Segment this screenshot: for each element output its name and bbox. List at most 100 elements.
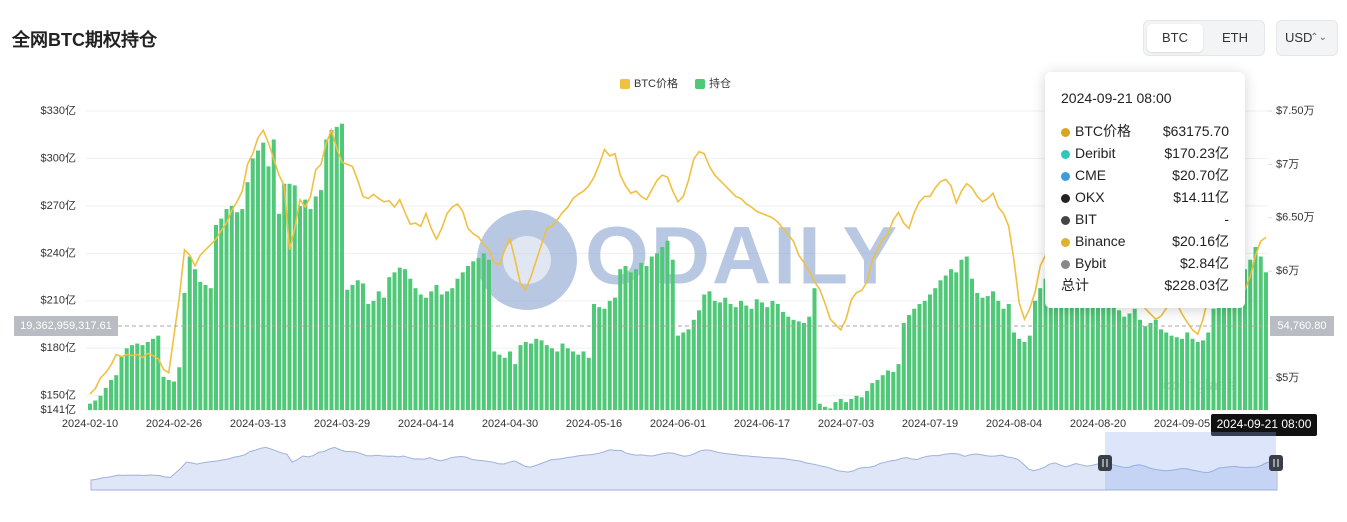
bar — [660, 247, 665, 410]
navigator-handle[interactable] — [1098, 455, 1112, 471]
bar — [828, 408, 833, 410]
bar — [308, 209, 313, 410]
bar — [560, 343, 565, 410]
bar — [1164, 332, 1169, 410]
bar — [676, 335, 680, 410]
bar — [98, 395, 103, 410]
tooltip-title: 2024-09-21 08:00 — [1061, 90, 1172, 106]
bar — [749, 308, 754, 410]
bar — [1022, 341, 1027, 410]
bar — [292, 185, 297, 410]
y-tick-label: $300亿 — [41, 151, 76, 164]
bar — [1122, 316, 1127, 410]
bar — [833, 402, 838, 410]
bar — [802, 322, 806, 410]
bar — [140, 345, 145, 410]
bar — [728, 304, 733, 410]
currency-label: USD — [1285, 30, 1313, 45]
bar — [1059, 261, 1064, 410]
tooltip-icon — [1061, 215, 1070, 225]
bar — [534, 338, 539, 410]
bar — [544, 345, 549, 410]
navigator-handle[interactable] — [1269, 455, 1283, 471]
tooltip-name: BIT — [1075, 211, 1097, 227]
bar — [361, 283, 365, 410]
bar — [424, 297, 428, 410]
legend-swatch — [620, 79, 630, 89]
bar — [639, 262, 644, 410]
bar — [508, 351, 512, 410]
bar — [991, 291, 995, 410]
bar — [387, 277, 392, 410]
bar — [880, 375, 885, 410]
y-tick-label: $150亿 — [41, 389, 76, 402]
coin-button[interactable]: BTC — [1147, 24, 1203, 52]
bar — [581, 351, 586, 410]
chevron: ⌃⌄ — [1310, 32, 1327, 43]
bar — [943, 275, 948, 410]
bar — [1211, 308, 1216, 410]
bar — [1001, 308, 1006, 410]
bar — [271, 139, 276, 410]
bar — [844, 402, 848, 410]
tooltip-icon — [1061, 237, 1070, 247]
bar — [539, 340, 544, 410]
bar — [849, 398, 854, 410]
bar — [198, 281, 203, 410]
bar — [760, 302, 764, 410]
bar — [576, 354, 581, 410]
watermark: ODAILY — [477, 210, 897, 310]
bar — [823, 406, 827, 410]
y2-tick-label: $6.50万 — [1276, 212, 1315, 224]
x-tick-label: 2024-03-13 — [230, 418, 286, 430]
bar — [182, 292, 187, 410]
bar — [786, 316, 791, 410]
bar — [1069, 292, 1074, 410]
bar — [156, 335, 161, 410]
bar — [1117, 310, 1121, 410]
coin-button[interactable]: ETH — [1222, 30, 1248, 45]
bar — [529, 343, 533, 410]
bar — [413, 288, 418, 410]
bar — [319, 190, 323, 410]
bar — [340, 123, 344, 411]
tooltip-name: Binance — [1075, 233, 1126, 249]
bar — [345, 289, 350, 410]
bar — [266, 166, 271, 410]
bar — [1180, 338, 1184, 410]
x-tick-label: 2024-02-26 — [146, 418, 202, 430]
tooltip-value: $63175.70 — [1162, 123, 1229, 139]
bar — [481, 253, 486, 410]
legend-label: 持仓 — [709, 76, 731, 90]
bar — [1190, 338, 1195, 410]
bar — [397, 267, 402, 410]
tooltip-row: CME $20.70亿 — [1061, 164, 1229, 186]
bar — [912, 308, 917, 410]
tooltip-icon — [1061, 127, 1070, 137]
tooltip-row: BTC价格 $63175.70 — [1061, 120, 1229, 142]
y-tick-label: $240亿 — [41, 246, 76, 259]
tooltip-value: $2.84亿 — [1179, 255, 1229, 271]
watermark-logo — [503, 236, 551, 284]
bar — [744, 305, 749, 410]
bar — [1243, 269, 1247, 410]
bar — [466, 266, 470, 410]
bar — [928, 294, 932, 410]
bar — [781, 311, 785, 410]
tooltip-name: 总计 — [1061, 277, 1089, 293]
bar — [1132, 308, 1137, 410]
bar — [151, 338, 155, 410]
bar — [219, 218, 224, 410]
bar — [203, 285, 208, 410]
x-tick-label: 2024-04-30 — [482, 418, 538, 430]
bar — [224, 209, 229, 410]
bar — [1090, 294, 1095, 410]
bar — [1227, 307, 1232, 410]
tooltip-row: BIT - — [1061, 208, 1229, 230]
bar — [93, 400, 98, 410]
bar — [235, 212, 239, 410]
bar — [1248, 259, 1253, 410]
currency-select[interactable]: USD ⌃⌄ — [1276, 20, 1338, 56]
bar — [1054, 266, 1058, 410]
bar — [392, 272, 397, 410]
